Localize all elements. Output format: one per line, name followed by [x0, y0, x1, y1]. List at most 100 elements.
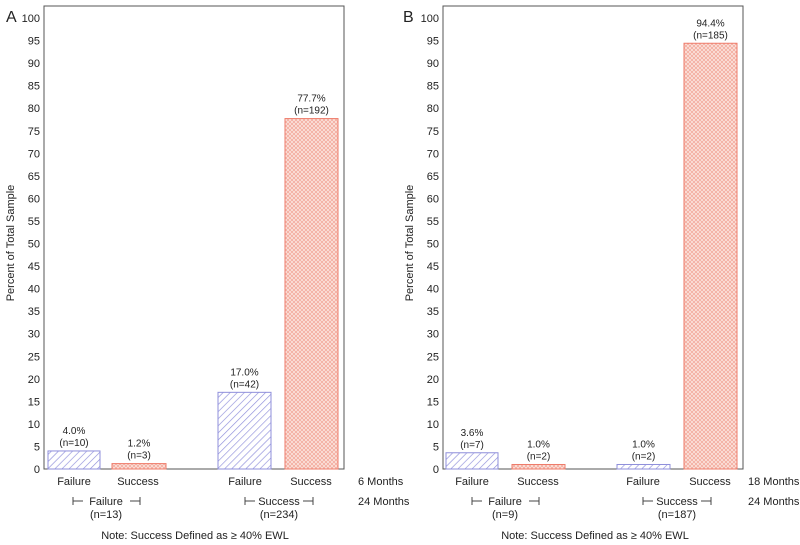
y-tick-label: 60 [427, 193, 439, 205]
y-tick-label: 45 [427, 261, 439, 273]
y-tick-label: 70 [427, 148, 439, 160]
y-tick-label: 25 [28, 351, 40, 363]
x-category-label: Failure [57, 476, 91, 488]
y-tick-label: 80 [427, 103, 439, 115]
value-label-block: 3.6% (n=7) [460, 428, 484, 451]
x-category-label: Failure [228, 476, 262, 488]
y-tick-label: 100 [22, 13, 40, 25]
value-label-block: 77.7% (n=192) [294, 94, 329, 117]
plot-frame [43, 5, 345, 470]
y-tick-label: 65 [28, 171, 40, 183]
value-label-pct: 94.4% [696, 18, 724, 29]
value-label-pct: 77.7% [297, 94, 325, 105]
panel-a: A Percent of Total Sample 0 5 10 15 20 25 30 35… [5, 5, 410, 542]
y-tick-label: 25 [427, 351, 439, 363]
y-tick-label: 10 [427, 419, 439, 431]
bar-success-group-failure [111, 463, 167, 470]
y-tick-label: 75 [427, 126, 439, 138]
y-tick-labels: 0 5 10 15 20 25 30 35 40 45 50 55 60 65 70 75 80 85 90 95 10… [421, 13, 439, 476]
x-category-label: Failure [626, 476, 660, 488]
y-tick-label: 55 [427, 216, 439, 228]
y-tick-label: 15 [28, 396, 40, 408]
x-category-label: Success [689, 476, 731, 488]
value-label-pct: 1.0% [527, 439, 550, 450]
y-tick-labels: 0 5 10 15 20 25 30 35 40 45 50 55 60 65 70 75 80 85 90 95 10… [22, 13, 40, 476]
y-axis-label: Percent of Total Sample [404, 185, 416, 302]
y-tick-label: 60 [28, 193, 40, 205]
y-tick-label: 85 [427, 81, 439, 93]
y-tick-label: 75 [28, 126, 40, 138]
y-tick-label: 20 [427, 374, 439, 386]
outer-axis-title: 24 Months [358, 496, 410, 508]
y-tick-label: 100 [421, 13, 439, 25]
y-tick-label: 35 [427, 306, 439, 318]
bars [47, 118, 339, 470]
group-bracket [244, 497, 314, 505]
panel-b: B Percent of Total Sample 0 5 10 15 20 25 30 35… [403, 5, 800, 542]
bar-failure-group-success [616, 463, 671, 470]
x-category-label: Success [117, 476, 159, 488]
bar-success-group-failure [511, 463, 566, 470]
group-n-label: (n=187) [658, 509, 696, 521]
y-tick-label: 20 [28, 374, 40, 386]
group-label-failure: Failure (n=13) [72, 496, 141, 521]
group-label: Success [258, 496, 300, 508]
x-category-label: Success [290, 476, 332, 488]
y-tick-label: 5 [34, 441, 40, 453]
y-tick-label: 95 [427, 36, 439, 48]
y-tick-label: 70 [28, 148, 40, 160]
bar-value-labels: 3.6% (n=7) 1.0% (n=2) 1.0% (n=2) 94.4% (… [460, 18, 728, 462]
bar-value-labels: 4.0% (n=10) 1.2% (n=3) 17.0% (n=42) 77.7… [59, 94, 328, 462]
y-tick-label: 30 [28, 329, 40, 341]
value-label-n: (n=3) [127, 451, 151, 462]
bar-failure-group-failure [445, 452, 499, 470]
y-axis: 0 5 10 15 20 25 30 35 40 45 50 55 60 65 70 75 80 85 90 95 10… [22, 13, 40, 476]
y-tick-label: 40 [427, 284, 439, 296]
y-tick-label: 80 [28, 103, 40, 115]
group-n-label: (n=13) [90, 509, 122, 521]
bars [445, 42, 738, 470]
x-category-label: Success [517, 476, 559, 488]
value-label-n: (n=10) [59, 438, 88, 449]
value-label-n: (n=2) [527, 451, 551, 462]
value-label-pct: 1.2% [128, 439, 151, 450]
group-label: Failure [488, 496, 522, 508]
x-category-label: Failure [455, 476, 489, 488]
value-label-n: (n=192) [294, 106, 329, 117]
value-label-block: 94.4% (n=185) [693, 18, 728, 41]
y-tick-label: 55 [28, 216, 40, 228]
outer-axis-title: 24 Months [748, 496, 800, 508]
group-label-success: Success (n=187) [642, 496, 712, 521]
bar-success-group-success [683, 42, 738, 470]
y-tick-label: 40 [28, 284, 40, 296]
inner-axis-title: 6 Months [358, 476, 404, 488]
group-n-label: (n=9) [492, 509, 518, 521]
y-tick-label: 0 [433, 464, 439, 476]
y-tick-label: 85 [28, 81, 40, 93]
group-label: Success [656, 496, 698, 508]
value-label-block: 17.0% (n=42) [230, 367, 259, 390]
group-label-success: Success (n=234) [244, 496, 314, 521]
group-bracket [72, 497, 141, 505]
value-label-pct: 1.0% [632, 439, 655, 450]
y-axis-label: Percent of Total Sample [5, 185, 17, 302]
x-category-labels: Failure Success Failure Success [57, 476, 332, 488]
value-label-block: 1.0% (n=2) [527, 439, 551, 462]
group-label-failure: Failure (n=9) [471, 496, 540, 521]
footnote: Note: Success Defined as ≥ 40% EWL [101, 530, 289, 542]
y-tick-label: 65 [427, 171, 439, 183]
value-label-pct: 4.0% [63, 426, 86, 437]
inner-axis-title: 18 Months [748, 476, 800, 488]
y-tick-label: 45 [28, 261, 40, 273]
value-label-block: 4.0% (n=10) [59, 426, 88, 449]
group-bracket [642, 497, 712, 505]
group-bracket [471, 497, 540, 505]
value-label-block: 1.2% (n=3) [127, 439, 151, 462]
bar-success-group-success [284, 118, 339, 470]
value-label-pct: 3.6% [461, 428, 484, 439]
value-label-n: (n=7) [460, 440, 484, 451]
y-tick-label: 90 [427, 58, 439, 70]
panel-label: A [6, 9, 17, 26]
y-tick-label: 0 [34, 464, 40, 476]
